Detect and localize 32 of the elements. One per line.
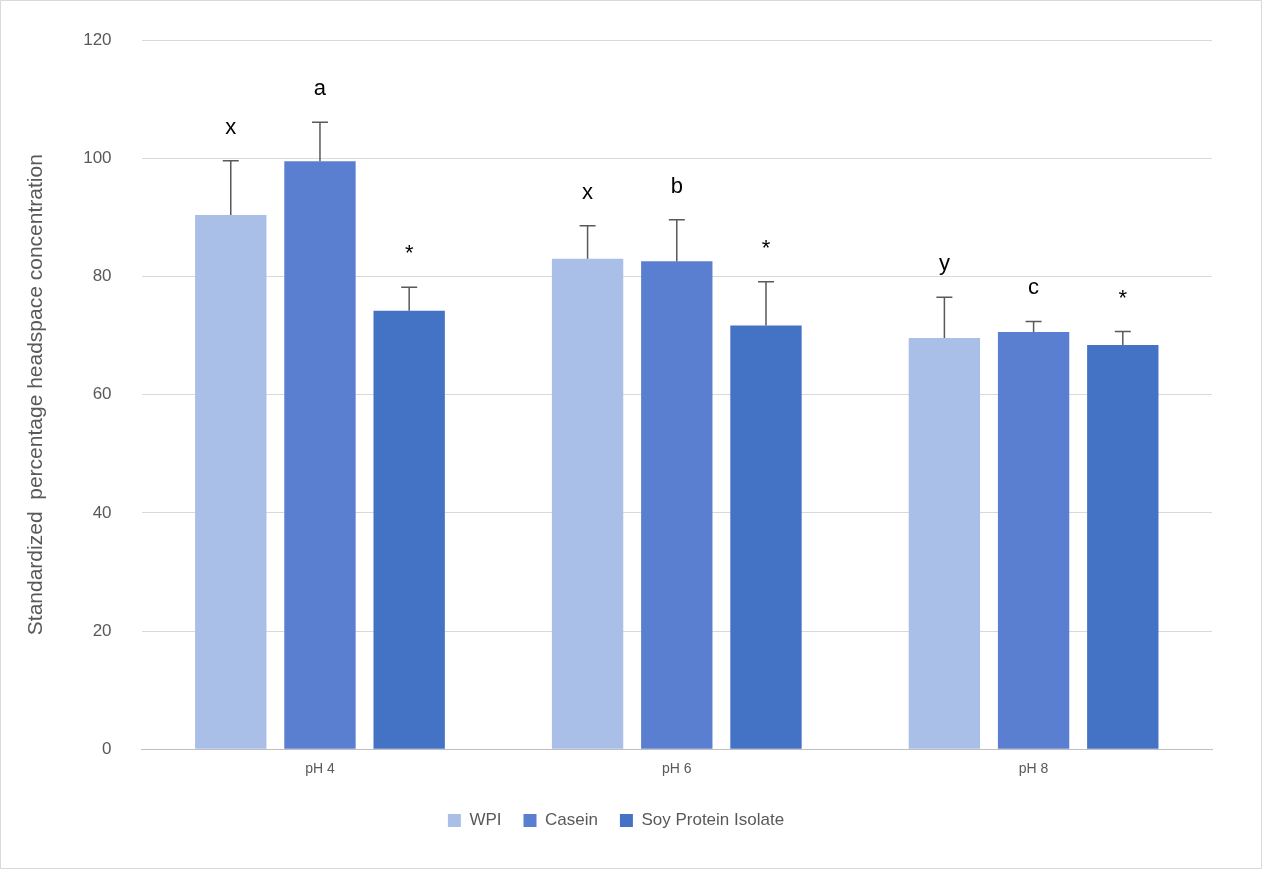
annotation: b <box>670 172 683 198</box>
x-tick-label: pH 8 <box>1018 760 1049 777</box>
x-tick-label: pH 6 <box>661 760 692 777</box>
y-tick-label: 80 <box>92 266 112 286</box>
y-tick-label: 100 <box>83 148 112 168</box>
y-tick-label: 40 <box>92 502 112 522</box>
bar <box>373 310 445 749</box>
y-tick-label: 20 <box>92 620 112 640</box>
bar <box>908 337 981 749</box>
annotation: x <box>225 113 237 139</box>
annotation: * <box>404 240 414 266</box>
annotation: y <box>938 250 950 276</box>
annotation: c <box>1028 274 1040 300</box>
y-tick-label: 120 <box>83 29 112 49</box>
annotation: a <box>313 75 327 101</box>
bar <box>1087 345 1159 749</box>
y-axis-title: Standardized percentage headspace concentration <box>23 154 47 636</box>
bar <box>997 332 1070 749</box>
bar <box>730 325 802 749</box>
bar <box>284 161 356 749</box>
bar <box>195 215 267 749</box>
annotation: * <box>1118 284 1128 310</box>
y-tick-label: 0 <box>102 738 112 758</box>
annotation: * <box>761 234 771 260</box>
legend-label: WPI <box>469 810 502 830</box>
bar <box>641 261 713 749</box>
y-tick-label: 60 <box>92 384 112 404</box>
x-tick-label: pH 4 <box>305 760 335 777</box>
bar <box>551 258 624 749</box>
annotation: x <box>582 178 594 204</box>
legend-label: Casein <box>545 810 598 830</box>
legend-label: Soy Protein Isolate <box>641 810 785 830</box>
